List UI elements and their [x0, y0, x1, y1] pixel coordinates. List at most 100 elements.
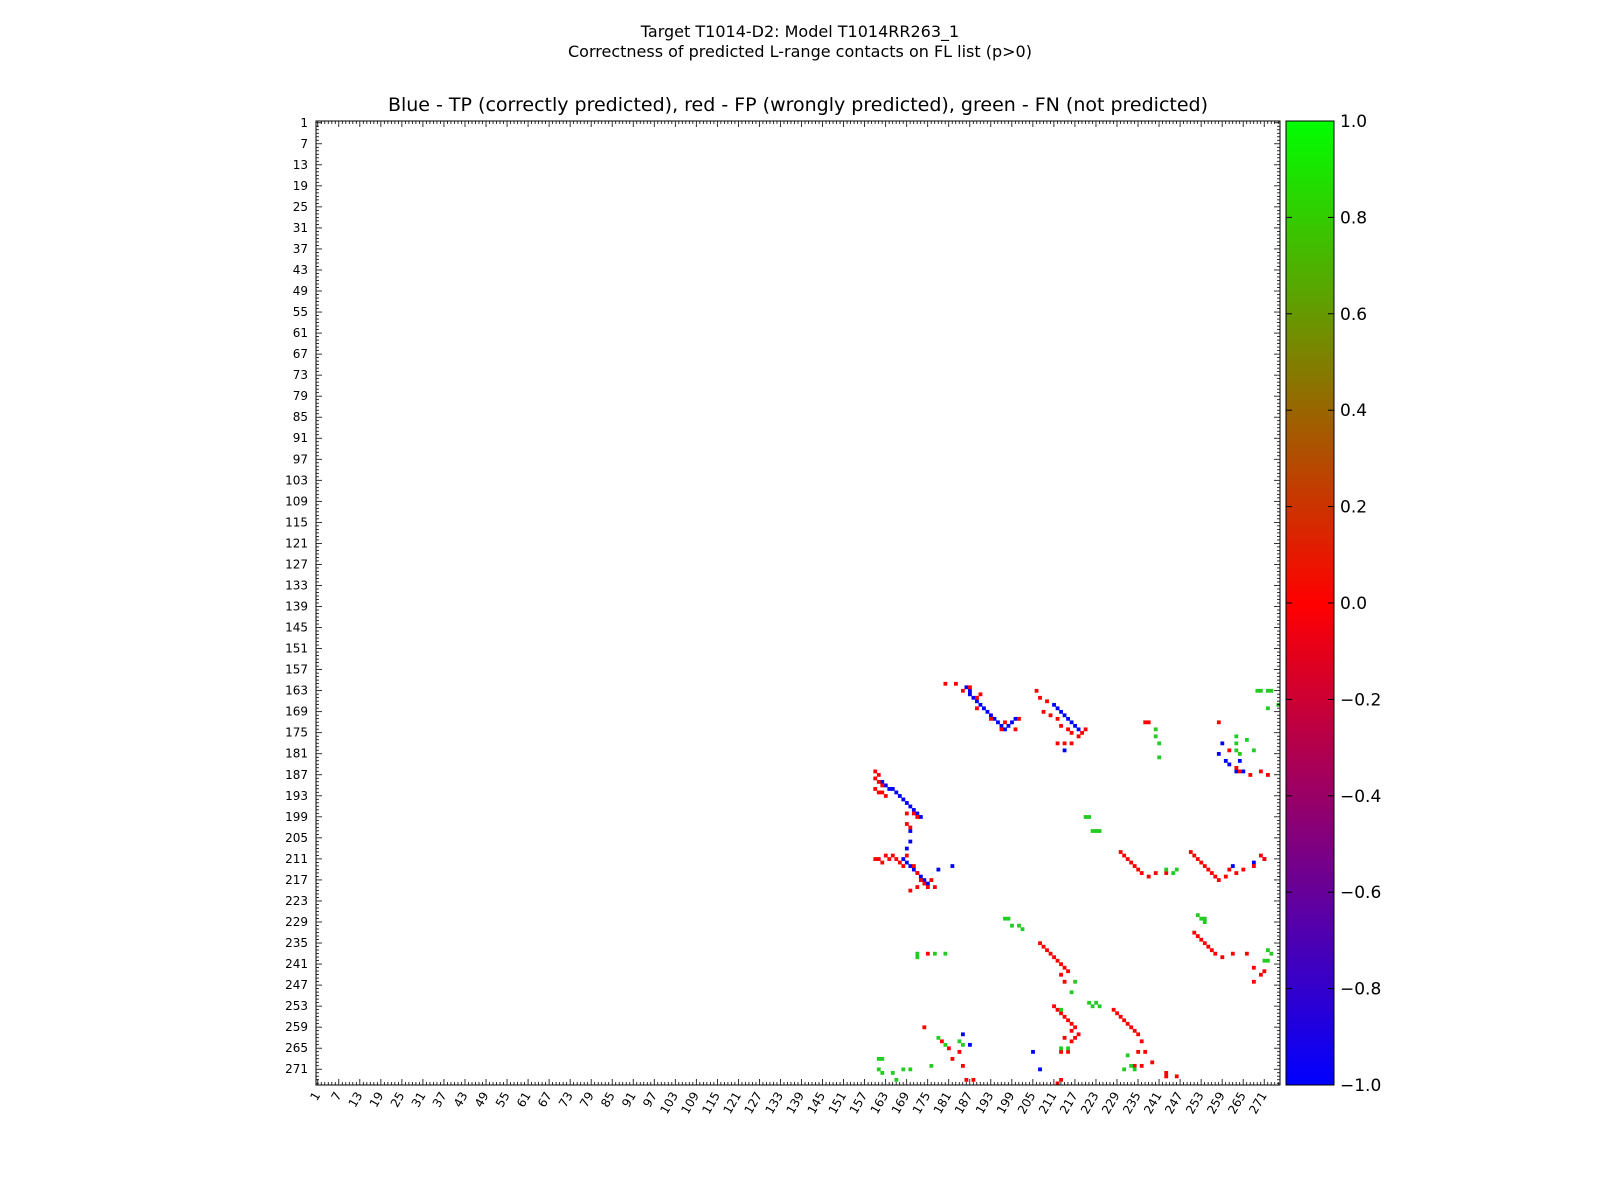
fp-cell — [904, 822, 909, 826]
y-tick-label: 73 — [293, 368, 308, 382]
y-tick-label: 85 — [293, 410, 308, 424]
fp-cell — [1146, 720, 1151, 725]
tp-cell — [968, 692, 972, 697]
y-tick-label: 97 — [293, 452, 308, 466]
fp-cell — [918, 878, 923, 882]
fp-cell — [873, 769, 878, 774]
fn-cell — [1269, 688, 1274, 693]
y-tick-labels: 1 7 13 19 25 31 37 43 49 55 61 67 73 79 85 91 97 103 109 11… — [285, 116, 308, 1076]
fp-cell — [968, 685, 972, 690]
tp-cell — [992, 716, 997, 721]
colorbar-tick-label: 0.6 — [1340, 305, 1367, 325]
fp-cell — [1244, 951, 1249, 956]
fp-cell — [1213, 874, 1218, 879]
tp-cell — [918, 874, 923, 879]
x-tick-label: 49 — [472, 1090, 492, 1110]
fp-cell — [939, 1039, 944, 1044]
tp-cell — [1220, 741, 1225, 746]
fp-cell — [904, 853, 909, 858]
fp-cell — [1227, 748, 1232, 753]
tp-cell — [904, 846, 909, 851]
y-tick-label: 217 — [285, 873, 308, 887]
fp-cell — [1241, 867, 1246, 872]
tp-cell — [1234, 769, 1239, 774]
tp-cell — [936, 867, 941, 872]
y-tick-label: 265 — [285, 1041, 308, 1055]
tp-cell — [904, 801, 909, 805]
fp-cell — [915, 885, 920, 889]
fp-cell — [1073, 1035, 1077, 1040]
fp-cell — [961, 1063, 965, 1068]
x-tick-label: 205 — [1015, 1090, 1039, 1117]
x-tick-labels: 1 7 13 19 25 31 37 43 49 55 61 67 73 79 85 91 9710310911… — [307, 1090, 1269, 1117]
fn-cell — [1262, 958, 1267, 963]
y-tick-label: 37 — [293, 242, 308, 256]
tp-cell — [989, 713, 993, 718]
fp-cell — [978, 692, 983, 697]
fp-cell — [1122, 853, 1127, 858]
x-tick-label: 145 — [805, 1090, 829, 1117]
tp-cell — [950, 864, 955, 868]
y-tick-label: 1 — [300, 116, 308, 130]
fp-cell — [1055, 958, 1060, 963]
fp-cell — [1062, 1014, 1067, 1019]
fp-cell — [943, 681, 948, 686]
fp-cell — [915, 815, 920, 819]
colorbar-tick-label: 1.0 — [1340, 112, 1367, 132]
fp-cell — [911, 811, 916, 816]
fp-cell — [957, 1049, 962, 1054]
fp-cell — [1048, 713, 1053, 718]
y-tick-label: 145 — [285, 621, 308, 635]
x-tick-label: 91 — [619, 1090, 639, 1110]
fn-cell — [1069, 990, 1074, 995]
fn-cell — [1269, 951, 1274, 956]
fp-cell — [1069, 730, 1074, 735]
y-tick-label: 241 — [285, 957, 308, 971]
y-tick-label: 115 — [285, 515, 308, 529]
fn-cell — [1083, 815, 1088, 819]
fn-cell — [915, 951, 920, 956]
fp-cell — [1076, 734, 1081, 739]
fn-cell — [1125, 1053, 1130, 1058]
fp-cell — [876, 857, 881, 861]
fp-cell — [1069, 741, 1074, 746]
fp-cell — [1248, 773, 1253, 777]
fn-cell — [1265, 958, 1270, 963]
fp-cell — [897, 860, 902, 865]
tp-cell — [911, 808, 916, 812]
tp-cell — [1251, 860, 1256, 865]
tp-cell — [1227, 762, 1232, 767]
y-tick-label: 31 — [293, 221, 308, 235]
fn-cell — [1006, 916, 1011, 921]
fp-cell — [894, 857, 899, 861]
fn-cell — [1265, 706, 1270, 711]
y-tick-label: 49 — [293, 284, 308, 298]
x-tick-label: 85 — [598, 1090, 618, 1110]
fp-cell — [932, 885, 937, 889]
fp-cell — [1202, 864, 1207, 868]
fp-cell — [1192, 930, 1197, 935]
fp-cell — [876, 780, 881, 784]
tp-cell — [922, 878, 927, 882]
fn-cell — [1059, 1046, 1063, 1051]
y-tick-label: 109 — [285, 494, 308, 508]
tp-cell — [887, 787, 892, 791]
fp-cell — [1059, 1049, 1063, 1054]
fp-cell — [961, 688, 965, 693]
fp-cell — [1258, 769, 1263, 774]
fn-cell — [1097, 1004, 1102, 1009]
fp-cell — [1111, 1007, 1116, 1012]
tp-cell — [1230, 864, 1235, 868]
fp-cell — [1034, 688, 1039, 693]
x-tick-label: 229 — [1099, 1090, 1123, 1117]
fn-cell — [1094, 829, 1099, 833]
fn-cell — [1094, 1000, 1099, 1005]
fp-cell — [1262, 969, 1267, 974]
tp-cell — [1237, 758, 1242, 763]
fp-cell — [1045, 699, 1049, 704]
fp-cell — [873, 776, 878, 781]
fp-cell — [1206, 867, 1211, 872]
fp-cell — [1069, 1039, 1074, 1044]
